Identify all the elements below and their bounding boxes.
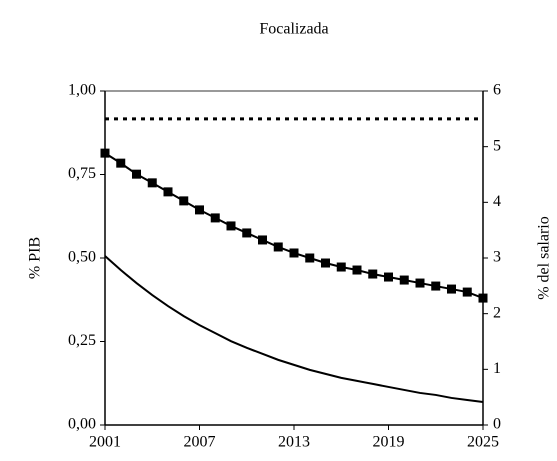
series-marker (447, 284, 456, 294)
y2-axis-label: % del salario (536, 216, 553, 300)
series-marker (321, 258, 330, 268)
series-marker (116, 158, 126, 168)
series-marker (258, 235, 267, 245)
y2-tick-label: 5 (493, 137, 501, 154)
x-tick-label: 2001 (89, 434, 121, 451)
y-axis-label: % PIB (27, 237, 44, 279)
x-tick-label: 2019 (373, 434, 405, 451)
y2-tick-label: 4 (493, 193, 501, 210)
series-line (104, 255, 484, 403)
series-marker (368, 269, 378, 279)
y-tick-label: 0,25 (68, 332, 96, 349)
series-marker (478, 293, 488, 303)
series-marker (132, 169, 141, 179)
series-marker (179, 196, 189, 206)
series-marker (305, 253, 315, 263)
chart-title: Focalizada (259, 21, 328, 38)
series-marker (273, 242, 283, 252)
y-tick-label: 1,00 (68, 82, 96, 99)
y-tick-label: 0,00 (68, 416, 96, 433)
y2-tick-label: 0 (493, 416, 501, 433)
x-tick-label: 2025 (467, 434, 499, 451)
y-tick-label: 0,75 (68, 165, 96, 182)
series-marker (399, 275, 409, 285)
series-marker (163, 187, 173, 197)
series-marker (147, 178, 157, 188)
series-marker (431, 281, 441, 291)
series-marker (100, 148, 110, 158)
y2-tick-label: 2 (493, 304, 501, 321)
series-marker (336, 262, 346, 272)
series-marker (242, 228, 252, 238)
series-marker (462, 287, 472, 297)
series-marker (210, 213, 220, 223)
series-line (104, 152, 484, 300)
y2-tick-label: 3 (493, 249, 501, 266)
y-tick-label: 0,50 (68, 249, 96, 266)
x-tick-label: 2007 (184, 434, 216, 451)
y2-tick-label: 1 (493, 360, 501, 377)
series-marker (195, 205, 204, 215)
series-marker (384, 272, 393, 282)
series-marker (352, 265, 362, 275)
series-marker (289, 248, 299, 258)
series-marker (415, 278, 425, 288)
y2-tick-label: 6 (493, 82, 501, 99)
series-marker (226, 221, 236, 231)
x-tick-label: 2013 (278, 434, 310, 451)
